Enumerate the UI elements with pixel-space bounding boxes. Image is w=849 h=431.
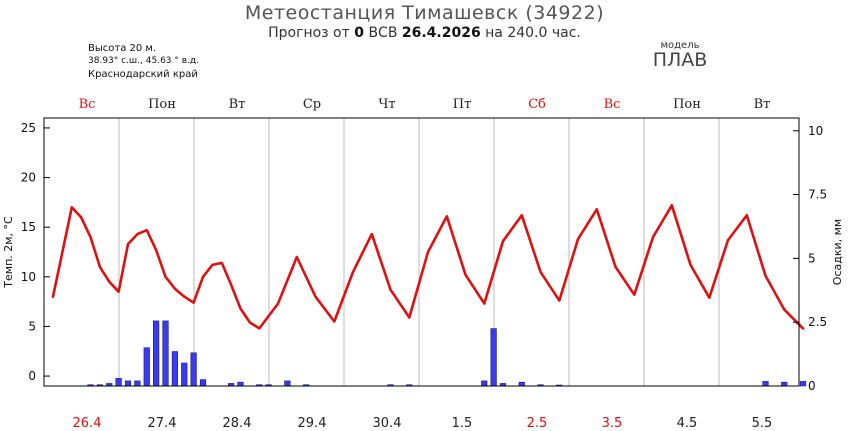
station-info: Высота 20 м. 38.93° с.ш., 45.63 ° в.д. К… [88, 42, 199, 81]
date-label: 26.4 [73, 416, 102, 431]
right-axis-ticks: 0 2.5 5 7.5 10 [793, 124, 827, 393]
weekday-label: Сб [528, 97, 546, 112]
date-label: 28.4 [223, 416, 252, 431]
date-labels: 26.4 27.4 28.4 29.4 30.4 1.5 2.5 3.5 4.5 5.5 [73, 416, 773, 431]
weekday-label: Чт [378, 97, 395, 112]
weekday-label: Пт [453, 97, 472, 112]
date-label: 1.5 [452, 416, 473, 431]
temperature-line [51, 204, 805, 330]
precip-bar [153, 320, 160, 387]
station-region: Краснодарский край [88, 69, 198, 80]
precip-bar [115, 378, 122, 387]
page-title: Метеостанция Тимашевск (34922) [0, 2, 849, 24]
right-tick-label: 7.5 [808, 188, 827, 202]
weekday-label: Пон [148, 97, 176, 112]
weekday-label: Вс [79, 97, 96, 112]
precip-bar [171, 351, 178, 387]
precip-bar [190, 352, 197, 387]
run-tz: ВСВ [368, 25, 398, 41]
day-gridlines [118, 118, 720, 386]
forecast-horizon: на 240.0 час. [485, 25, 581, 41]
date-label: 4.5 [677, 416, 698, 431]
right-tick-label: 5 [808, 251, 816, 265]
model-label: модель [660, 40, 700, 51]
precip-bar [181, 362, 188, 387]
right-tick-label: 10 [808, 124, 823, 138]
precip-bar [134, 380, 141, 387]
date-label: 27.4 [148, 416, 177, 431]
date-label: 5.5 [752, 416, 773, 431]
precip-bar [518, 381, 525, 387]
left-tick-label: 5 [28, 319, 36, 333]
left-tick-label: 0 [28, 369, 36, 383]
left-tick-label: 20 [21, 171, 36, 185]
weekday-label: Ср [303, 97, 321, 112]
model-box: модель ПЛАВ [640, 40, 720, 71]
left-tick-label: 25 [21, 121, 36, 135]
date-label: 3.5 [602, 416, 623, 431]
run-date: 26.4.2026 [401, 25, 481, 41]
weekday-label: Вс [604, 97, 621, 112]
precip-bar [781, 381, 788, 387]
weekday-label: Вт [754, 97, 771, 112]
right-tick-label: 0 [808, 379, 816, 393]
left-tick-label: 15 [21, 220, 36, 234]
subtitle-prefix: Прогноз от [268, 25, 350, 41]
precip-bar [143, 347, 150, 387]
right-tick-label: 2.5 [808, 315, 827, 329]
plot-frame [43, 117, 800, 387]
station-coords: 38.93° с.ш., 45.63 ° в.д. [88, 56, 199, 66]
weekday-labels: Вс Пон Вт Ср Чт Пт Сб Вс Пон Вт [79, 97, 771, 112]
precip-bar [762, 381, 769, 387]
station-altitude: Высота 20 м. [88, 43, 157, 54]
precip-bar [237, 381, 244, 387]
model-name: ПЛАВ [652, 49, 708, 71]
precip-bar [799, 381, 807, 387]
weekday-label: Пон [673, 97, 701, 112]
precip-bar [490, 328, 497, 387]
precip-bar [284, 380, 291, 387]
precipitation-bars [87, 320, 807, 387]
run-hour: 0 [354, 25, 364, 41]
precip-bar [162, 320, 169, 387]
page-subtitle: Прогноз от 0 ВСВ 26.4.2026 на 240.0 час. [0, 25, 849, 41]
precip-bar [199, 379, 207, 387]
left-axis-title: Темп. 2м, °C [2, 216, 15, 289]
date-label: 29.4 [298, 416, 327, 431]
date-label: 2.5 [527, 416, 548, 431]
weekday-label: Вт [229, 97, 246, 112]
date-label: 30.4 [373, 416, 402, 431]
precip-bar [124, 380, 132, 387]
left-axis-ticks: 0 5 10 15 20 25 [21, 121, 50, 383]
title-text: Метеостанция Тимашевск (34922) [244, 2, 605, 24]
left-tick-label: 10 [21, 270, 36, 284]
right-axis-title: Осадки, мм [831, 219, 844, 285]
precip-bar [481, 380, 488, 387]
